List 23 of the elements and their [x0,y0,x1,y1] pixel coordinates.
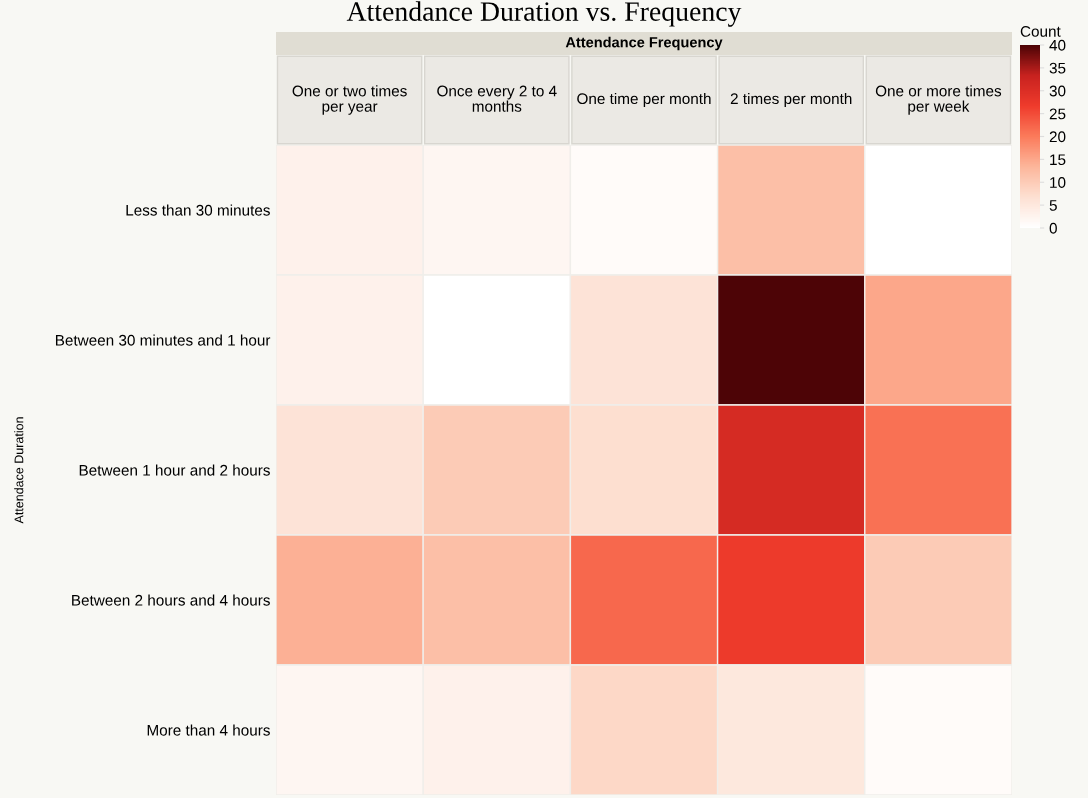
color-bar-label: 35 [1049,62,1066,74]
color-bar-label: 0 [1049,222,1057,234]
color-bar-title: Count [1020,26,1061,37]
color-bar-label: 10 [1050,177,1066,188]
color-bar-label: 15 [1050,154,1066,166]
x-tick-label: One time per month [577,92,711,108]
x-tick-label: 2 times per month [730,92,852,108]
y-tick-label: Less than 30 minutes [126,204,270,216]
x-axis-title: Attendance Frequency [565,36,723,51]
color-bar-label: 5 [1049,200,1057,211]
x-tick-label: Once every 2 to 4 months [437,85,557,112]
y-axis-title: Attendace Duration [14,417,24,524]
color-bar-label: 25 [1049,108,1066,120]
y-tick-label: Between 1 hour and 2 hours [79,464,270,476]
y-tick-label: More than 4 hours [147,724,270,736]
y-tick-label: Between 2 hours and 4 hours [72,594,270,606]
color-bar-label: 20 [1049,131,1066,143]
x-tick-label: One or two times per year [292,85,407,115]
color-bar-label: 40 [1049,39,1066,51]
x-tick-label: One or more times per week [875,85,1002,115]
chart-title: Attendance Duration vs. Frequency [346,1,742,27]
y-tick-label: Between 30 minutes and 1 hour [55,334,271,346]
color-bar-label: 30 [1049,85,1066,97]
